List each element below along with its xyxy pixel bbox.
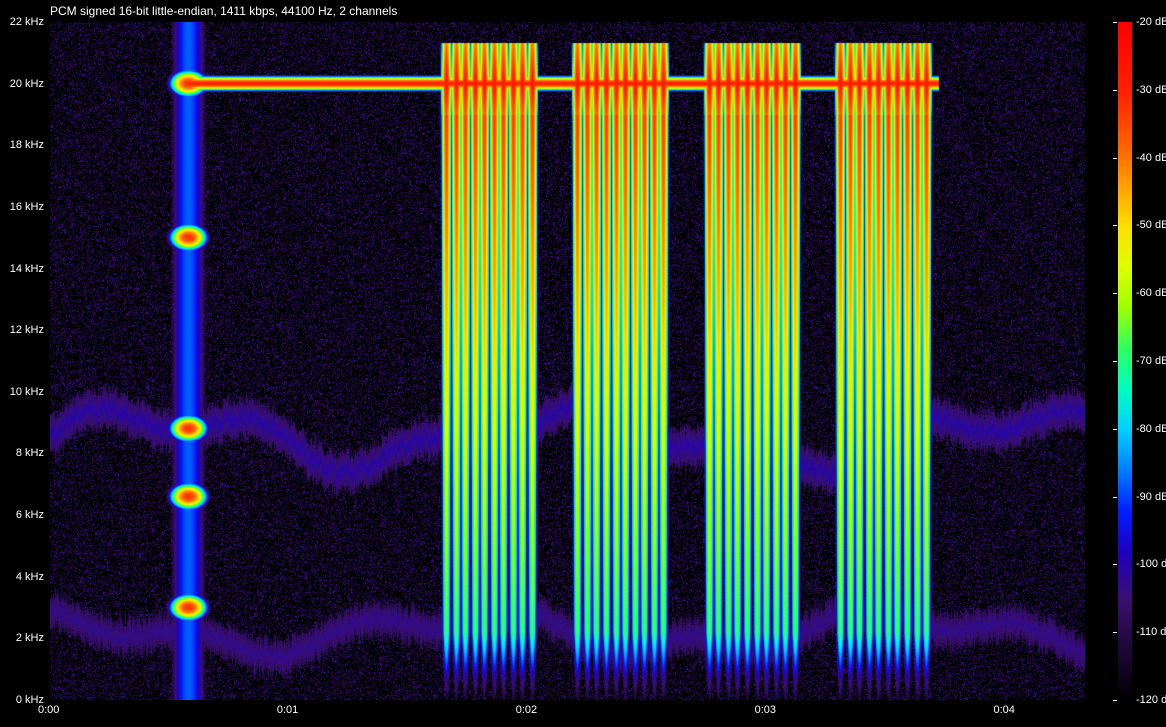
page-title: PCM signed 16-bit little-endian, 1411 kb… — [50, 4, 397, 18]
colorbar-tick-mark — [1113, 497, 1117, 498]
colorbar-tick-label: -30 dB — [1136, 84, 1166, 96]
y-tick-label: 12 kHz — [0, 324, 44, 336]
colorbar-tick-label: -60 dB — [1136, 287, 1166, 299]
colorbar-tick-label: -120 dB — [1136, 694, 1166, 706]
colorbar-tick-label: -90 dB — [1136, 491, 1166, 503]
x-tick-label: 0:01 — [277, 704, 298, 716]
colorbar-tick-mark — [1113, 293, 1117, 294]
colorbar-tick-label: -110 dB — [1136, 626, 1166, 638]
spectrogram-plot — [50, 22, 1085, 700]
y-tick-label: 2 kHz — [0, 632, 44, 644]
colorbar-tick-label: -70 dB — [1136, 355, 1166, 367]
y-tick-label: 4 kHz — [0, 571, 44, 583]
y-tick-label: 8 kHz — [0, 447, 44, 459]
colorbar-tick-mark — [1113, 564, 1117, 565]
colorbar-tick-label: -80 dB — [1136, 423, 1166, 435]
colorbar-tick-label: -40 dB — [1136, 152, 1166, 164]
y-tick-label: 14 kHz — [0, 263, 44, 275]
colorbar-tick-mark — [1113, 429, 1117, 430]
colorbar-tick-mark — [1113, 225, 1117, 226]
colorbar-tick-mark — [1113, 22, 1117, 23]
y-tick-label: 18 kHz — [0, 139, 44, 151]
y-tick-label: 16 kHz — [0, 201, 44, 213]
colorbar-tick-label: -100 dB — [1136, 558, 1166, 570]
colorbar-tick-mark — [1113, 361, 1117, 362]
x-tick-label: 0:02 — [516, 704, 537, 716]
y-tick-label: 6 kHz — [0, 509, 44, 521]
y-tick-label: 10 kHz — [0, 386, 44, 398]
colorbar-tick-mark — [1113, 632, 1117, 633]
colorbar-gradient — [1118, 22, 1132, 700]
colorbar-tick-mark — [1113, 90, 1117, 91]
y-tick-label: 22 kHz — [0, 16, 44, 28]
x-tick-label: 0:04 — [993, 704, 1014, 716]
x-tick-label: 0:03 — [755, 704, 776, 716]
colorbar-tick-label: -20 dB — [1136, 16, 1166, 28]
x-tick-label: 0:00 — [38, 704, 59, 716]
colorbar-tick-mark — [1113, 700, 1117, 701]
colorbar-tick-mark — [1113, 158, 1117, 159]
y-tick-label: 20 kHz — [0, 78, 44, 90]
colorbar-tick-label: -50 dB — [1136, 219, 1166, 231]
